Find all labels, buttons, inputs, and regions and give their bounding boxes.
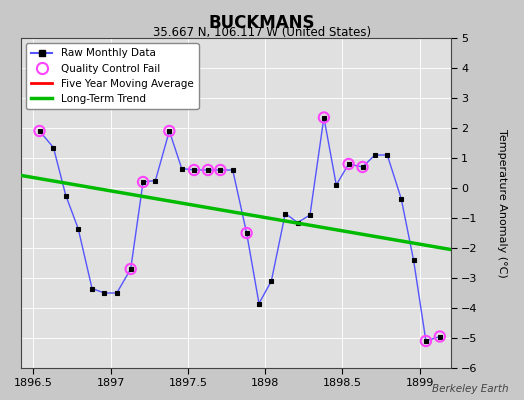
Point (435, 333, 444, 340)
Point (126, 266, 135, 272)
Text: BUCKMANS: BUCKMANS (209, 14, 315, 32)
Text: Berkeley Earth: Berkeley Earth (432, 384, 508, 394)
Point (204, 167, 212, 173)
Legend: Raw Monthly Data, Quality Control Fail, Five Year Moving Average, Long-Term Tren: Raw Monthly Data, Quality Control Fail, … (26, 43, 199, 109)
Point (190, 167, 198, 173)
Point (216, 167, 225, 173)
Y-axis label: Temperature Anomaly (°C): Temperature Anomaly (°C) (497, 129, 507, 277)
Point (35, 128, 43, 134)
Point (165, 128, 173, 134)
Point (358, 164, 367, 170)
Point (320, 114, 328, 121)
Point (243, 230, 251, 236)
Point (422, 338, 430, 344)
Text: 35.667 N, 106.117 W (United States): 35.667 N, 106.117 W (United States) (153, 26, 371, 39)
Point (344, 161, 353, 167)
Point (139, 179, 147, 185)
